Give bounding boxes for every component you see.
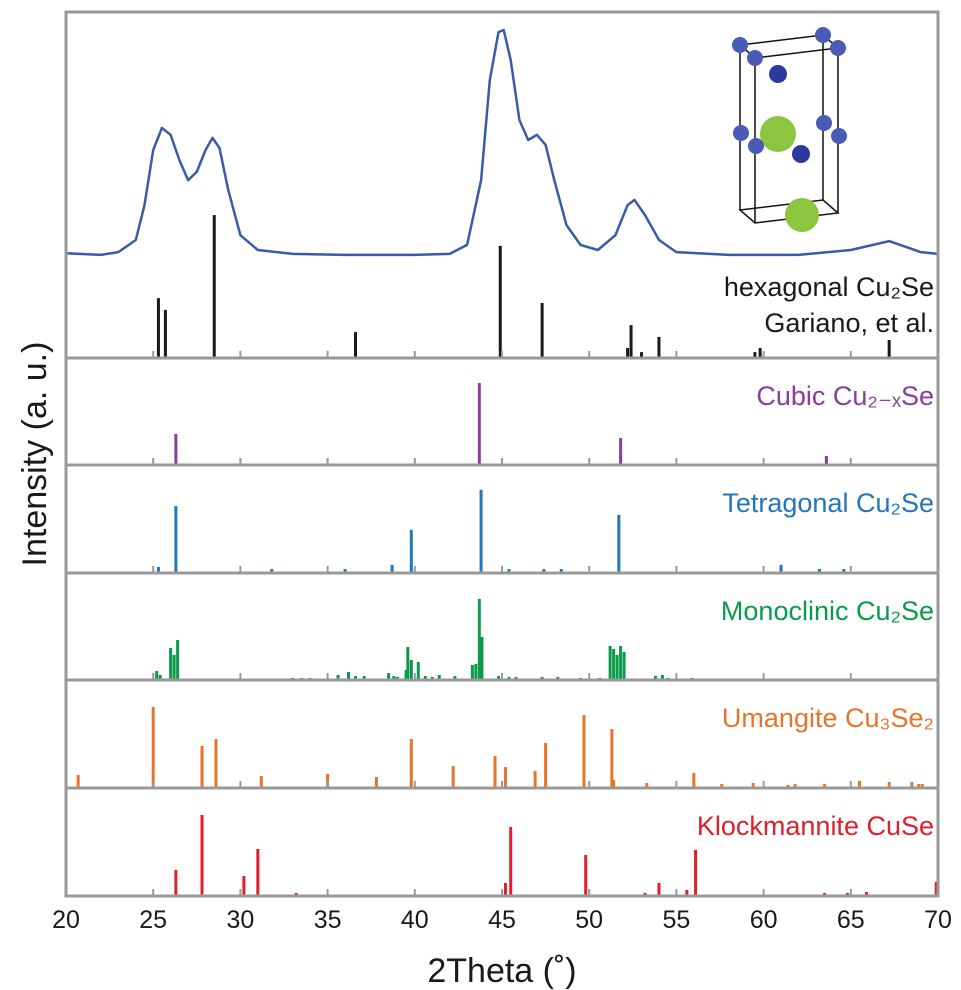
peak-stick	[630, 325, 633, 358]
peak-stick	[544, 743, 547, 788]
peak-stick	[888, 340, 891, 358]
peak-stick	[499, 246, 502, 358]
peak-stick	[169, 648, 172, 680]
peak-stick	[201, 815, 204, 896]
peak-stick	[619, 438, 622, 465]
peak-stick	[504, 767, 507, 788]
x-tick-label: 25	[139, 906, 167, 934]
peak-stick	[354, 332, 357, 358]
x-tick-label: 35	[314, 906, 342, 934]
peak-stick	[174, 506, 177, 573]
peak-stick	[509, 827, 512, 896]
x-tick-label: 65	[837, 906, 865, 934]
atom-cu	[830, 40, 846, 56]
x-tick-label: 20	[52, 906, 80, 934]
page: hexagonal Cu₂Se Gariano, et al. Cubic Cu₂₋…	[0, 0, 961, 990]
peak-stick	[541, 303, 544, 358]
peak-stick	[478, 599, 481, 680]
peak-stick	[410, 530, 413, 573]
x-tick-label: 45	[488, 906, 516, 934]
y-axis-label: Intensity (a. u.)	[16, 342, 54, 567]
peak-stick	[410, 739, 413, 788]
x-tick-label: 40	[401, 906, 429, 934]
pattern-label: Klockmannite CuSe	[697, 811, 934, 841]
peak-stick	[164, 310, 167, 358]
peak-stick	[174, 870, 177, 896]
peak-stick	[417, 662, 420, 680]
pattern-label: Gariano, et al.	[764, 308, 934, 338]
peak-stick	[623, 652, 626, 680]
atom-se	[760, 116, 796, 152]
peak-stick	[759, 348, 762, 358]
peak-stick	[626, 348, 629, 358]
peak-stick	[610, 729, 613, 788]
peak-stick	[77, 775, 80, 788]
peak-stick	[152, 707, 155, 788]
peak-stick	[657, 337, 660, 358]
atom-cu	[733, 125, 749, 141]
peak-stick	[478, 383, 481, 465]
peak-stick	[173, 655, 176, 680]
peak-stick	[534, 771, 537, 788]
peak-stick	[214, 739, 217, 788]
peak-stick	[612, 649, 615, 680]
peak-stick	[657, 883, 660, 896]
pattern-label: hexagonal Cu₂Se	[724, 272, 934, 302]
peak-stick	[480, 637, 483, 680]
pattern-label: Umangite Cu₃Se₂	[722, 703, 934, 733]
peak-stick	[176, 640, 179, 680]
peak-stick	[504, 883, 507, 896]
peak-stick	[494, 756, 497, 788]
atoms	[732, 27, 847, 232]
atom-cu	[748, 138, 764, 154]
peak-stick	[452, 766, 455, 788]
plot-frame	[66, 12, 938, 896]
x-tick-label: 60	[750, 906, 778, 934]
peak-stick	[694, 850, 697, 896]
x-tick-label: 70	[924, 906, 952, 934]
atom-cu	[831, 128, 847, 144]
peak-stick	[157, 298, 160, 358]
chart: hexagonal Cu₂Se Gariano, et al. Cubic Cu₂₋…	[0, 0, 961, 990]
peak-stick	[260, 776, 263, 788]
peak-stick	[617, 515, 620, 573]
peak-stick	[474, 664, 477, 680]
peak-stick	[174, 434, 177, 465]
peak-stick	[242, 876, 245, 896]
crystal-inset	[732, 27, 847, 232]
peak-stick	[584, 855, 587, 896]
atom-cu	[732, 37, 748, 53]
peak-stick	[256, 849, 259, 896]
x-tick-label: 50	[575, 906, 603, 934]
x-tick-label: 55	[662, 906, 690, 934]
peak-stick	[406, 647, 409, 680]
pattern-label: Tetragonal Cu₂Se	[722, 488, 934, 518]
atom-se	[785, 198, 819, 232]
peak-stick	[201, 746, 204, 788]
atom-cu	[747, 50, 763, 66]
peak-stick	[582, 715, 585, 788]
pattern-label: Monoclinic Cu₂Se	[721, 596, 934, 626]
peak-stick	[410, 660, 413, 680]
peak-stick	[609, 646, 612, 680]
atom-cu	[769, 65, 787, 83]
pattern-label: Cubic Cu₂₋ₓSe	[756, 381, 934, 411]
atom-cu	[816, 115, 832, 131]
peak-stick	[619, 646, 622, 680]
peak-stick	[375, 777, 378, 788]
x-axis-label: 2Theta (˚)	[427, 952, 576, 990]
peak-stick	[471, 665, 474, 680]
atom-cu	[815, 27, 831, 43]
peak-stick	[692, 773, 695, 788]
peak-stick	[480, 490, 483, 573]
atom-cu	[792, 145, 810, 163]
peak-stick	[213, 215, 216, 358]
x-tick-label: 30	[226, 906, 254, 934]
peak-stick	[616, 655, 619, 680]
